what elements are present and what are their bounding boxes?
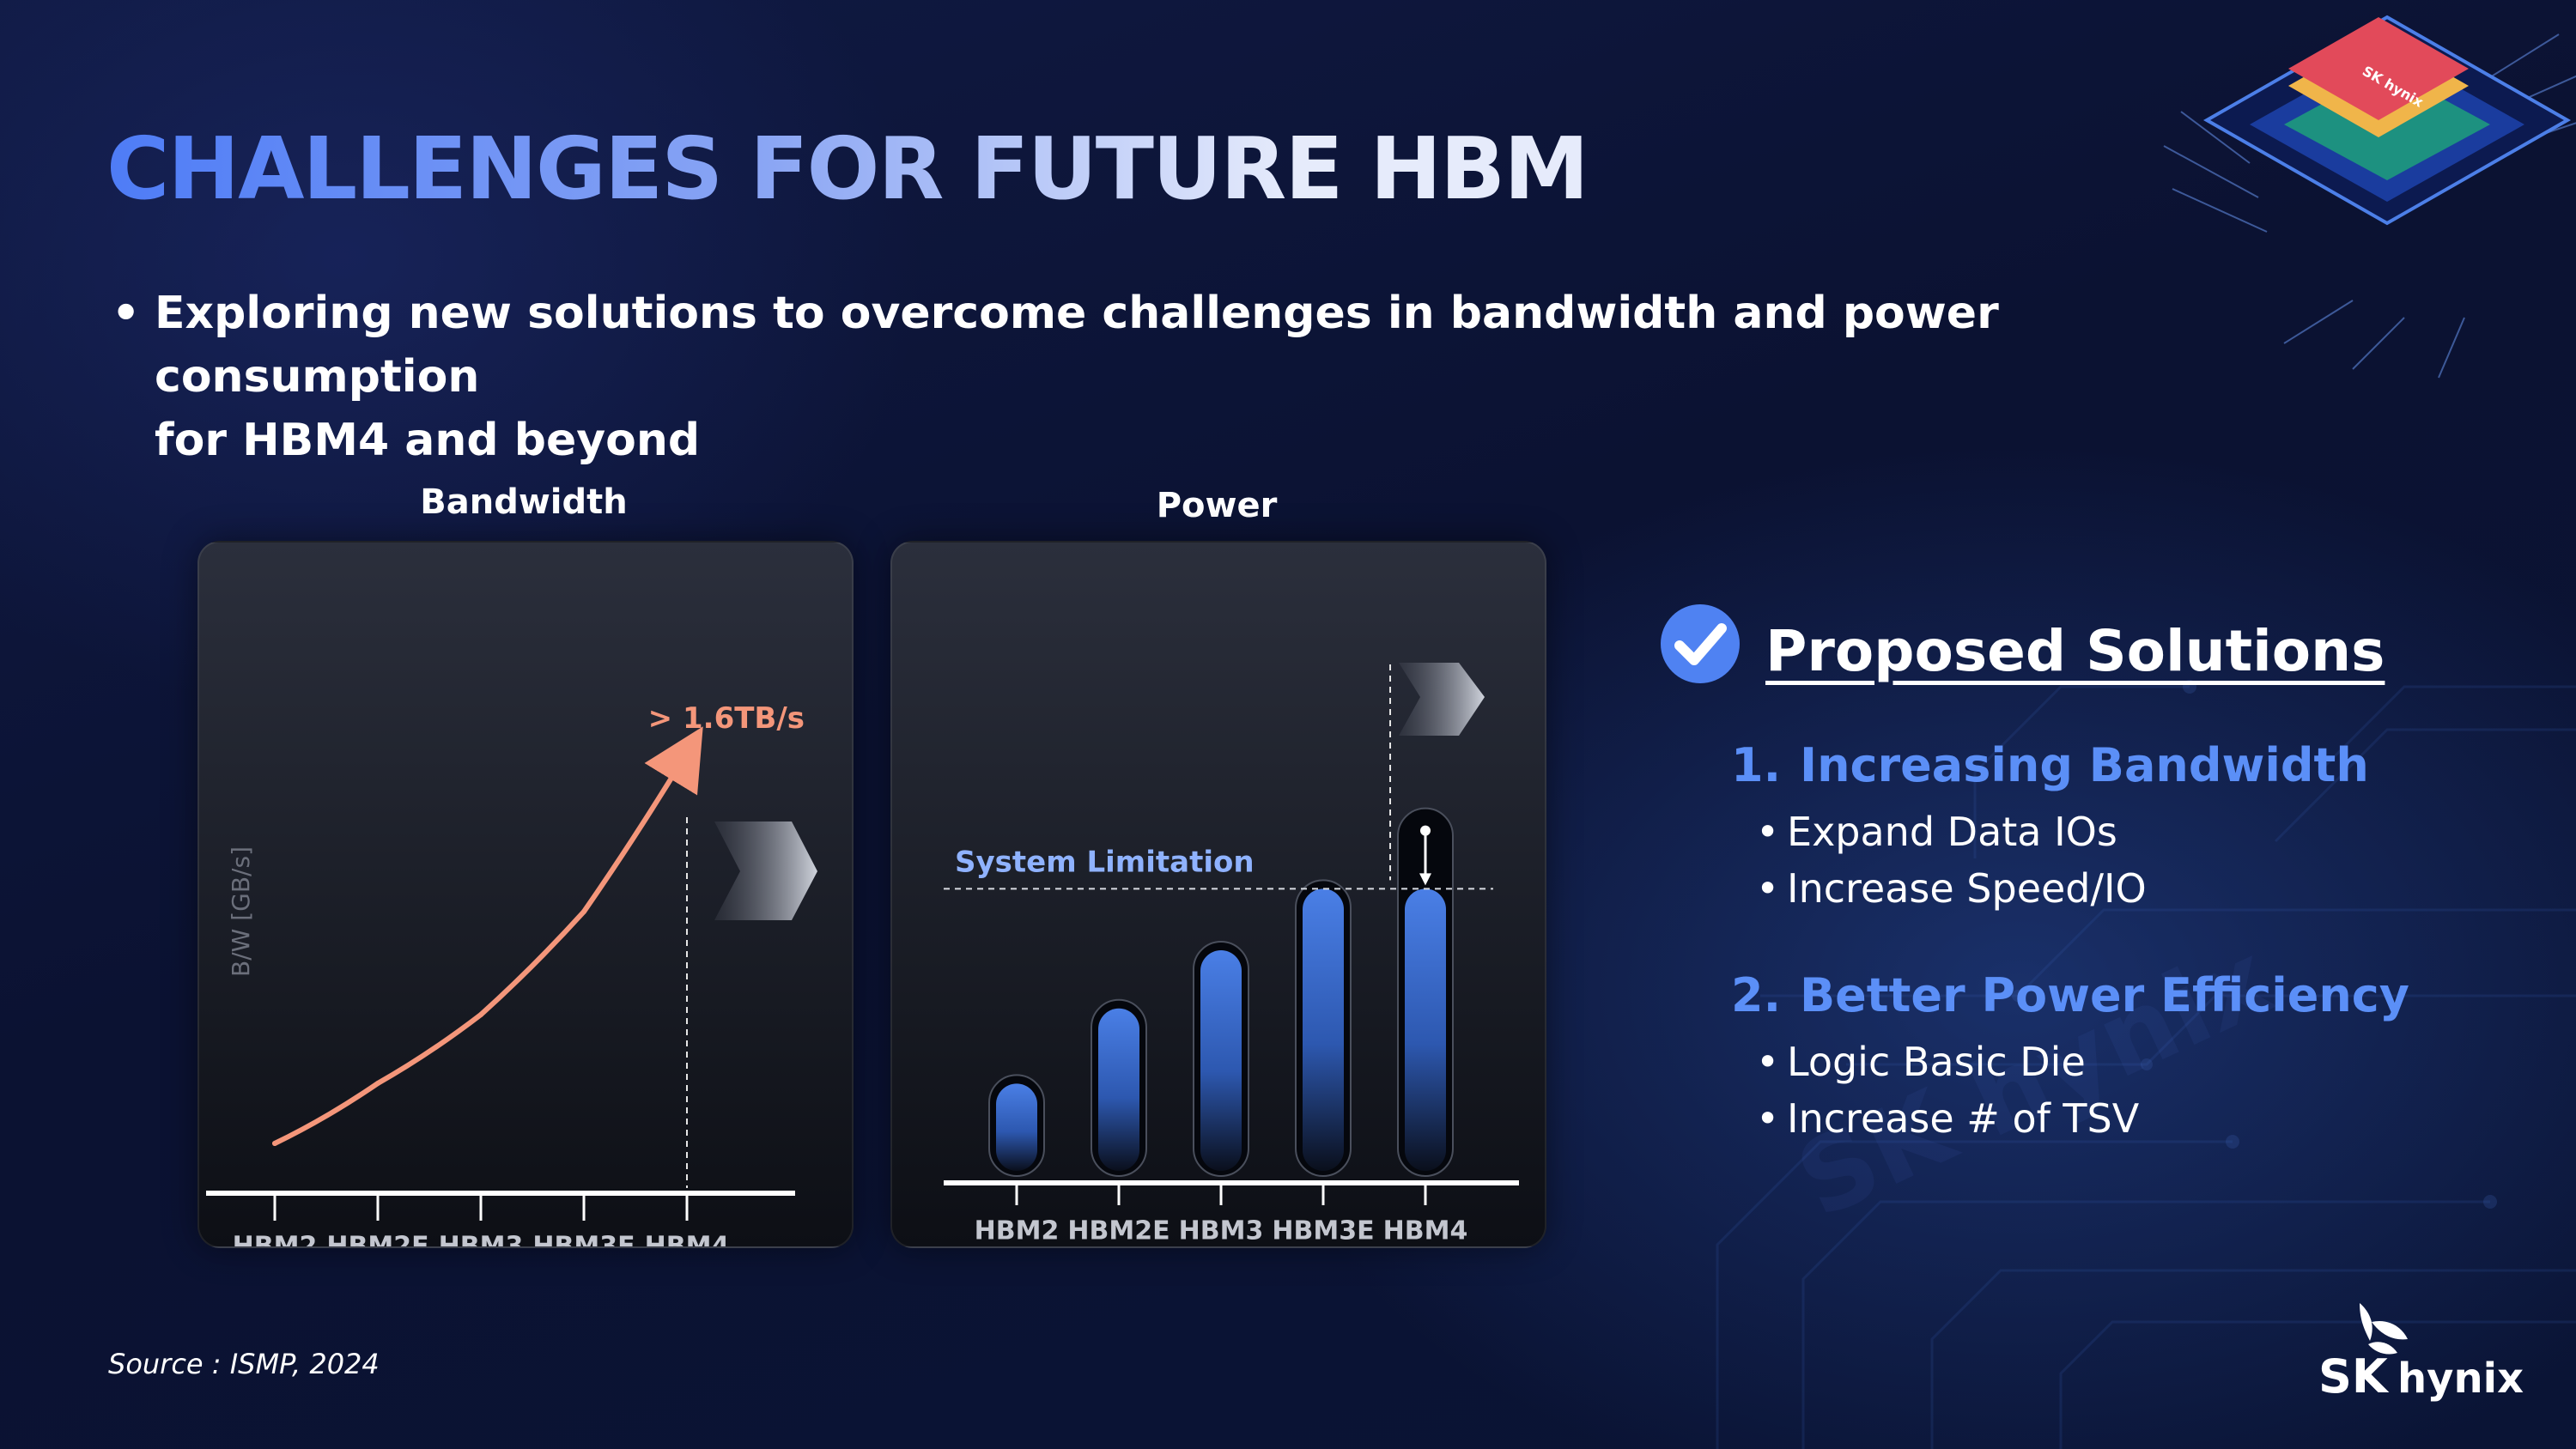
x-tick-label-2: HBM3 (439, 1232, 524, 1246)
solution-1-label: Increasing Bandwidth (1800, 738, 2369, 792)
x-tick-label-0: HBM2 (233, 1232, 318, 1246)
bandwidth-annotation: > 1.6TB/s (648, 701, 805, 736)
chevron-arrow-icon (714, 822, 817, 920)
solutions-heading: Proposed Solutions (1765, 618, 2385, 684)
solution-1-title: 1. Increasing Bandwidth (1731, 738, 2369, 792)
bullet-text: Expand Data IOs (1787, 809, 2117, 855)
power-chart-title: Power (1156, 486, 1278, 525)
bullet-marker: • (112, 288, 141, 339)
chip-graphic: SK hynix (2163, 15, 2576, 379)
x-tick-label-4: HBM4 (1383, 1216, 1468, 1246)
bandwidth-chart-title: Bandwidth (420, 482, 628, 522)
bandwidth-chart-panel: B/W [GB/s] HBM2 HBM2E HBM3 HBM3E HBM4 > 1.6TB/… (197, 541, 854, 1248)
solution-1-bullet-2: • Increase Speed/IO (1756, 865, 2147, 912)
solution-2-bullet-1: • Logic Basic Die (1756, 1039, 2086, 1085)
power-chart-panel: HBM2 HBM2E HBM3 HBM3E HBM4 System Limitation (890, 541, 1546, 1248)
x-tick-label-0: HBM2 (975, 1216, 1060, 1246)
bar-4 (1405, 888, 1446, 1171)
bullet-text: Logic Basic Die (1787, 1039, 2086, 1085)
bar-2 (1200, 950, 1242, 1171)
logo-sk: SK (2318, 1349, 2390, 1404)
bullet-text: Increase # of TSV (1787, 1095, 2140, 1142)
exceed-arrow-dot (1420, 825, 1431, 836)
subtitle: • Exploring new solutions to overcome ch… (112, 282, 2087, 472)
chevron-arrow-icon (1399, 663, 1485, 736)
bullet-text: Increase Speed/IO (1787, 865, 2147, 912)
bullet-marker: • (1756, 865, 1780, 912)
x-tick-label-1: HBM2E (326, 1232, 428, 1246)
page-title: CHALLENGES FOR FUTURE HBM (106, 118, 1589, 219)
bar-3 (1303, 888, 1344, 1171)
x-tick-label-2: HBM3 (1179, 1216, 1264, 1246)
bar-1 (1098, 1008, 1139, 1171)
y-axis-label: B/W [GB/s] (227, 846, 255, 977)
bar-0 (996, 1083, 1037, 1171)
data-point-2 (478, 1012, 483, 1017)
source-note: Source : ISMP, 2024 (108, 1348, 380, 1380)
solution-2-bullet-2: • Increase # of TSV (1756, 1095, 2139, 1142)
x-tick-label-3: HBM3E (532, 1232, 635, 1246)
system-limitation-label: System Limitation (955, 845, 1255, 879)
sk-hynix-logo: SK hynix (2318, 1303, 2524, 1404)
data-point-1 (375, 1081, 380, 1086)
x-tick-label-4: HBM4 (645, 1232, 730, 1246)
solution-1-number: 1. (1731, 738, 1782, 792)
power-chart: HBM2 HBM2E HBM3 HBM3E HBM4 System Limitation (944, 663, 1519, 1246)
exceed-arrow-head (1419, 873, 1431, 886)
bullet-marker: • (1756, 809, 1780, 855)
x-tick-label-3: HBM3E (1272, 1216, 1374, 1246)
data-point-4 (684, 750, 690, 755)
subtitle-line-2: for HBM4 and beyond (155, 415, 701, 466)
data-point-3 (581, 909, 586, 914)
bullet-marker: • (1756, 1039, 1780, 1085)
bandwidth-line (272, 726, 703, 1146)
butterfly-icon (2360, 1303, 2408, 1355)
solution-2-number: 2. (1731, 968, 1782, 1022)
x-tick-label-1: HBM2E (1067, 1216, 1170, 1246)
logo-hynix: hynix (2397, 1355, 2524, 1403)
subtitle-line-1: Exploring new solutions to overcome chal… (155, 288, 1999, 403)
data-point-0 (272, 1141, 277, 1146)
solution-2-title: 2. Better Power Efficiency (1731, 968, 2409, 1022)
bandwidth-chart: B/W [GB/s] HBM2 HBM2E HBM3 HBM3E HBM4 > 1.6TB/… (206, 701, 817, 1246)
solution-1-bullet-1: • Expand Data IOs (1756, 809, 2117, 855)
check-circle-icon (1661, 604, 1740, 683)
solution-2-label: Better Power Efficiency (1800, 968, 2409, 1022)
bullet-marker: • (1756, 1095, 1780, 1142)
